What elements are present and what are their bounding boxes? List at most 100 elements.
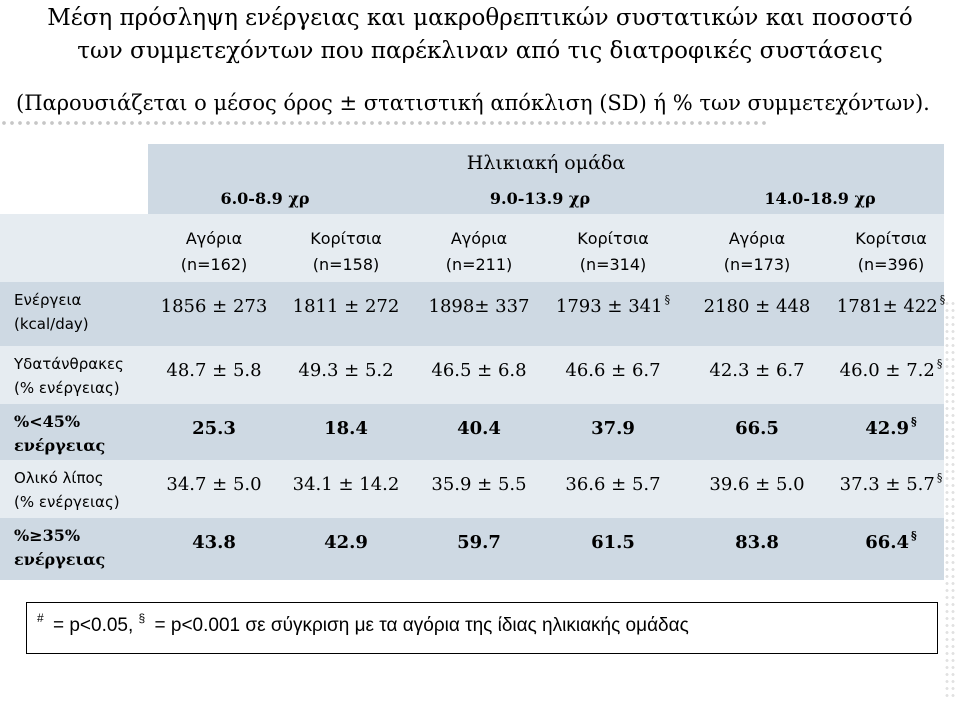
column-header-4: Κορίτσια (n=314) [548,226,678,278]
table-cell: 46.5 ± 6.8 [414,360,544,381]
table-cell: 1793 ± 341 § [548,293,678,317]
table-cell: 42.9 [281,532,411,553]
column-group-label: Αγόρια [450,229,508,248]
table-cell: 43.8 [149,532,279,553]
row-label: Υδατάνθρακες (% ενέργειας) [14,352,154,400]
cell-value: 46.0 ± 7.2 [839,360,935,381]
row-label-line: Ενέργεια [14,291,82,309]
table-row [0,346,944,404]
table-cell: 1781± 422 § [826,293,956,317]
footnote-text-1: = p<0.05, [47,615,139,636]
row-label-line: ενέργειας [14,436,106,455]
significance-mark: § [664,293,671,306]
cell-value: 1811 ± 272 [292,296,400,317]
row-label-line: Υδατάνθρακες [14,355,124,373]
table-cell: 1811 ± 272 [281,296,411,317]
significance-mark: § [936,471,943,484]
cell-value: 83.8 [735,532,779,553]
table-cell: 39.6 ± 5.0 [692,474,822,495]
age-group-3: 14.0-18.9 χρ [764,189,876,208]
age-group-header: Ηλικιακή ομάδα [466,152,626,174]
row-label: %≥35% ενέργειας [14,524,154,572]
dotted-divider [0,119,770,135]
cell-value: 42.9 [865,418,910,439]
table-cell: 48.7 ± 5.8 [149,360,279,381]
footnote: # = p<0.05, § = p<0.001 σε σύγκριση με τ… [37,611,689,637]
table-cell: 35.9 ± 5.5 [414,474,544,495]
table-cell: 2180 ± 448 [692,296,822,317]
cell-value: 18.4 [324,418,368,439]
column-header-band [0,214,944,282]
row-label-line: (% ενέργειας) [14,493,120,511]
table-cell: 18.4 [281,418,411,439]
cell-value: 61.5 [591,532,635,553]
table-cell: 37.9 [548,418,678,439]
table-cell: 46.0 ± 7.2 § [826,357,956,381]
column-header-5: Αγόρια (n=173) [692,226,822,278]
significance-mark: § [911,415,917,428]
table-cell: 37.3 ± 5.7 § [826,471,956,495]
column-sample-size: (n=211) [445,255,513,274]
row-label: %<45% ενέργειας [14,410,154,458]
decorative-dots [944,300,956,700]
table-cell: 59.7 [414,532,544,553]
table-cell: 83.8 [692,532,822,553]
cell-value: 37.9 [591,418,635,439]
cell-value: 43.8 [192,532,236,553]
cell-value: 34.7 ± 5.0 [166,474,262,495]
cell-value: 25.3 [192,418,236,439]
significance-mark: § [911,529,917,542]
row-label-line: (% ενέργειας) [14,379,120,397]
row-label: Ολικό λίπος (% ενέργειας) [14,466,154,514]
row-label-line: %<45% [14,412,81,431]
cell-value: 1781± 422 [836,296,938,317]
cell-value: 1898± 337 [428,296,530,317]
header-band [148,144,944,214]
table-cell: 49.3 ± 5.2 [281,360,411,381]
row-label-line: Ολικό λίπος [14,469,104,487]
row-label: Ενέργεια (kcal/day) [14,288,154,336]
cell-value: 46.5 ± 6.8 [431,360,527,381]
column-sample-size: (n=158) [312,255,380,274]
cell-value: 1856 ± 273 [160,296,268,317]
column-sample-size: (n=173) [723,255,791,274]
cell-value: 39.6 ± 5.0 [709,474,805,495]
cell-value: 35.9 ± 5.5 [431,474,527,495]
title-line-1: Μέση πρόσληψη ενέργειας και μακροθρεπτικ… [47,5,913,31]
age-group-2: 9.0-13.9 χρ [489,189,591,208]
cell-value: 36.6 ± 5.7 [565,474,661,495]
footnote-text-2: = p<0.001 σε σύγκριση με τα αγόρια της ί… [149,615,689,636]
age-group-1: 6.0-8.9 χρ [220,189,310,208]
table-row [0,282,944,346]
table-cell: 42.9 § [826,415,956,439]
column-sample-size: (n=314) [579,255,647,274]
significance-mark: § [939,293,946,306]
column-group-label: Κορίτσια [855,229,927,248]
column-header-3: Αγόρια (n=211) [414,226,544,278]
cell-value: 42.3 ± 6.7 [709,360,805,381]
cell-value: 34.1 ± 14.2 [292,474,400,495]
cell-value: 49.3 ± 5.2 [298,360,394,381]
table-cell: 42.3 ± 6.7 [692,360,822,381]
column-group-label: Αγόρια [185,229,243,248]
cell-value: 66.4 [865,532,910,553]
table-cell: 66.4 § [826,529,956,553]
column-group-label: Κορίτσια [577,229,649,248]
table-cell: 25.3 [149,418,279,439]
cell-value: 2180 ± 448 [703,296,811,317]
table-cell: 34.7 ± 5.0 [149,474,279,495]
cell-value: 42.9 [324,532,368,553]
cell-value: 59.7 [457,532,501,553]
cell-value: 40.4 [457,418,501,439]
table-row [0,404,944,460]
row-label-line: ενέργειας [14,550,106,569]
table-cell: 40.4 [414,418,544,439]
table-row [0,518,944,580]
column-header-2: Κορίτσια (n=158) [281,226,411,278]
column-header-1: Αγόρια (n=162) [149,226,279,278]
table-cell: 1856 ± 273 [149,296,279,317]
table-cell: 1898± 337 [414,296,544,317]
cell-value: 37.3 ± 5.7 [839,474,935,495]
cell-value: 48.7 ± 5.8 [166,360,262,381]
column-group-label: Αγόρια [728,229,786,248]
